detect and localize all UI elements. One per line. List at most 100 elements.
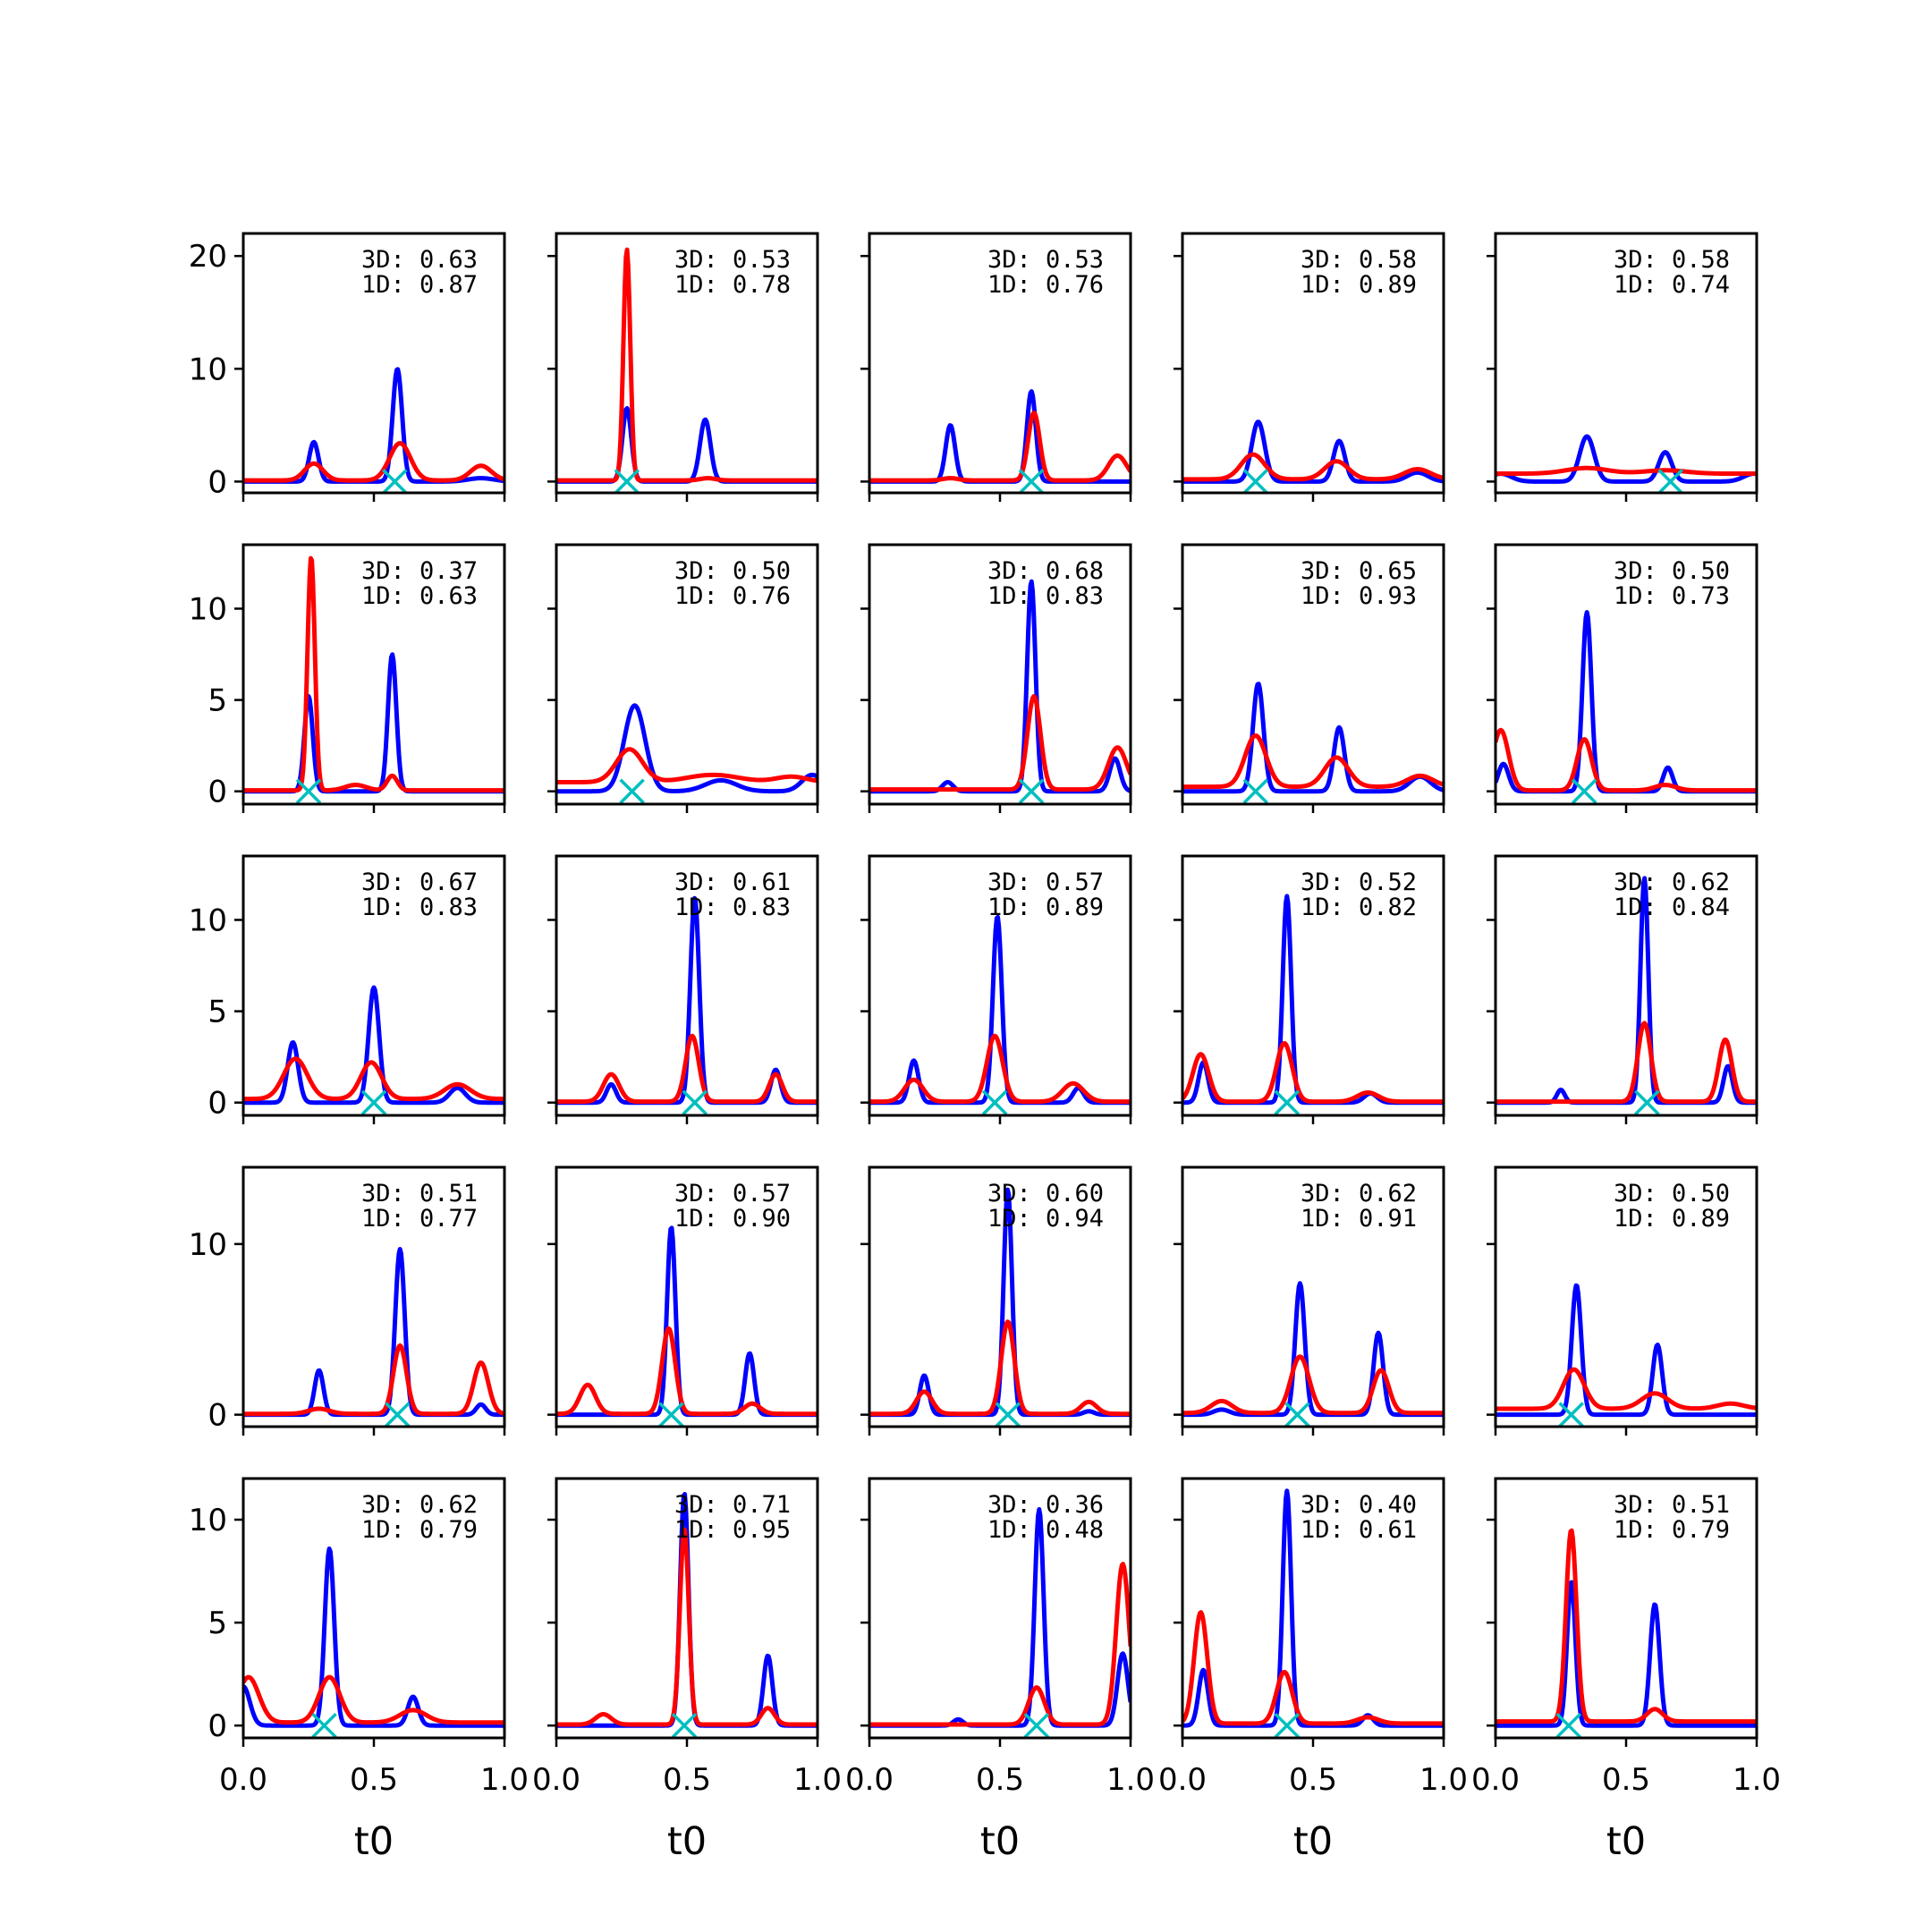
score-3d-label: 3D: 0.36 [987, 1491, 1104, 1519]
series-1d-line [243, 441, 504, 483]
score-1d-label: 1D: 0.95 [674, 1516, 791, 1544]
score-1d-label: 1D: 0.93 [1301, 582, 1417, 610]
score-1d-label: 1D: 0.94 [987, 1205, 1104, 1233]
score-1d-label: 1D: 0.76 [674, 582, 791, 610]
series-1d-line [1496, 465, 1757, 477]
true-value-marker [682, 1089, 708, 1115]
true-value-marker [619, 778, 645, 804]
score-3d-label: 3D: 0.52 [1301, 869, 1417, 896]
y-tick-label: 10 [189, 1503, 227, 1538]
score-1d-label: 1D: 0.48 [987, 1516, 1104, 1544]
series-3d-line [1182, 682, 1444, 794]
series-3d-line [243, 1546, 504, 1728]
score-1d-label: 1D: 0.89 [1301, 271, 1417, 299]
score-3d-label: 3D: 0.58 [1301, 246, 1417, 274]
score-3d-label: 3D: 0.40 [1301, 1491, 1417, 1519]
true-value-marker [981, 1089, 1008, 1115]
series-3d-line [1496, 1580, 1757, 1728]
score-1d-label: 1D: 0.89 [1614, 1205, 1730, 1233]
series-3d-line [1182, 1281, 1444, 1418]
series-1d-line [1182, 1040, 1444, 1105]
score-3d-label: 3D: 0.57 [987, 869, 1104, 896]
series-1d-line [243, 1056, 504, 1102]
true-value-marker [1555, 1712, 1581, 1739]
true-value-marker [1558, 1402, 1584, 1428]
x-tick-label: 1.0 [793, 1762, 842, 1798]
series-1d-line [243, 1674, 504, 1725]
true-value-marker [1284, 1402, 1310, 1428]
score-1d-label: 1D: 0.79 [361, 1516, 478, 1544]
score-1d-label: 1D: 0.90 [674, 1205, 791, 1233]
score-3d-label: 3D: 0.65 [1301, 557, 1417, 585]
y-tick-label: 20 [189, 239, 227, 275]
true-value-marker [385, 1402, 411, 1428]
true-value-marker [295, 778, 322, 804]
x-tick-label: 0.5 [663, 1762, 711, 1798]
series-3d-line [1496, 1283, 1757, 1418]
x-tick-label: 1.0 [1733, 1762, 1781, 1798]
series-3d-line [243, 1247, 504, 1418]
series-3d-line [1496, 434, 1757, 484]
series-3d-line [1182, 894, 1444, 1106]
series-3d-line [556, 895, 818, 1106]
y-tick-label: 0 [208, 464, 227, 500]
x-tick-label: 0.5 [1289, 1762, 1337, 1798]
true-value-marker [1274, 1089, 1301, 1115]
series-1d-line [556, 247, 818, 483]
true-value-marker [658, 1402, 684, 1428]
x-tick-label: 0.5 [976, 1762, 1024, 1798]
series-1d-line [243, 555, 504, 793]
series-3d-line [556, 406, 818, 484]
score-1d-label: 1D: 0.87 [361, 271, 478, 299]
x-tick-label: 1.0 [480, 1762, 529, 1798]
series-1d-line [869, 1319, 1131, 1417]
y-tick-label: 10 [189, 352, 227, 387]
series-1d-line [869, 411, 1131, 483]
score-1d-label: 1D: 0.89 [987, 894, 1104, 921]
score-1d-label: 1D: 0.77 [361, 1205, 478, 1233]
true-value-marker [1572, 778, 1597, 804]
series-1d-line [1182, 1354, 1444, 1416]
true-value-marker [1242, 469, 1268, 495]
x-tick-label: 1.0 [1419, 1762, 1468, 1798]
score-3d-label: 3D: 0.57 [674, 1180, 791, 1208]
score-1d-label: 1D: 0.63 [361, 582, 478, 610]
score-3d-label: 3D: 0.62 [1614, 869, 1730, 896]
true-value-marker [1023, 1712, 1050, 1739]
y-tick-label: 0 [208, 775, 227, 810]
series-1d-line [1496, 1367, 1757, 1411]
true-value-marker [995, 1402, 1021, 1428]
series-1d-line [1496, 1021, 1757, 1105]
score-3d-label: 3D: 0.51 [1614, 1491, 1730, 1519]
score-3d-label: 3D: 0.68 [987, 557, 1104, 585]
true-value-marker [1634, 1089, 1660, 1115]
true-value-marker [360, 1089, 387, 1115]
true-value-marker [311, 1712, 337, 1739]
series-1d-line [1182, 452, 1444, 482]
y-tick-label: 5 [208, 683, 227, 719]
score-1d-label: 1D: 0.82 [1301, 894, 1417, 921]
x-tick-label: 0.5 [1602, 1762, 1650, 1798]
score-3d-label: 3D: 0.67 [361, 869, 478, 896]
score-3d-label: 3D: 0.50 [1614, 557, 1730, 585]
y-tick-label: 0 [208, 1398, 227, 1434]
series-1d-line [243, 1343, 504, 1417]
x-tick-label: 0.0 [1158, 1762, 1207, 1798]
series-1d-line [556, 1527, 818, 1727]
